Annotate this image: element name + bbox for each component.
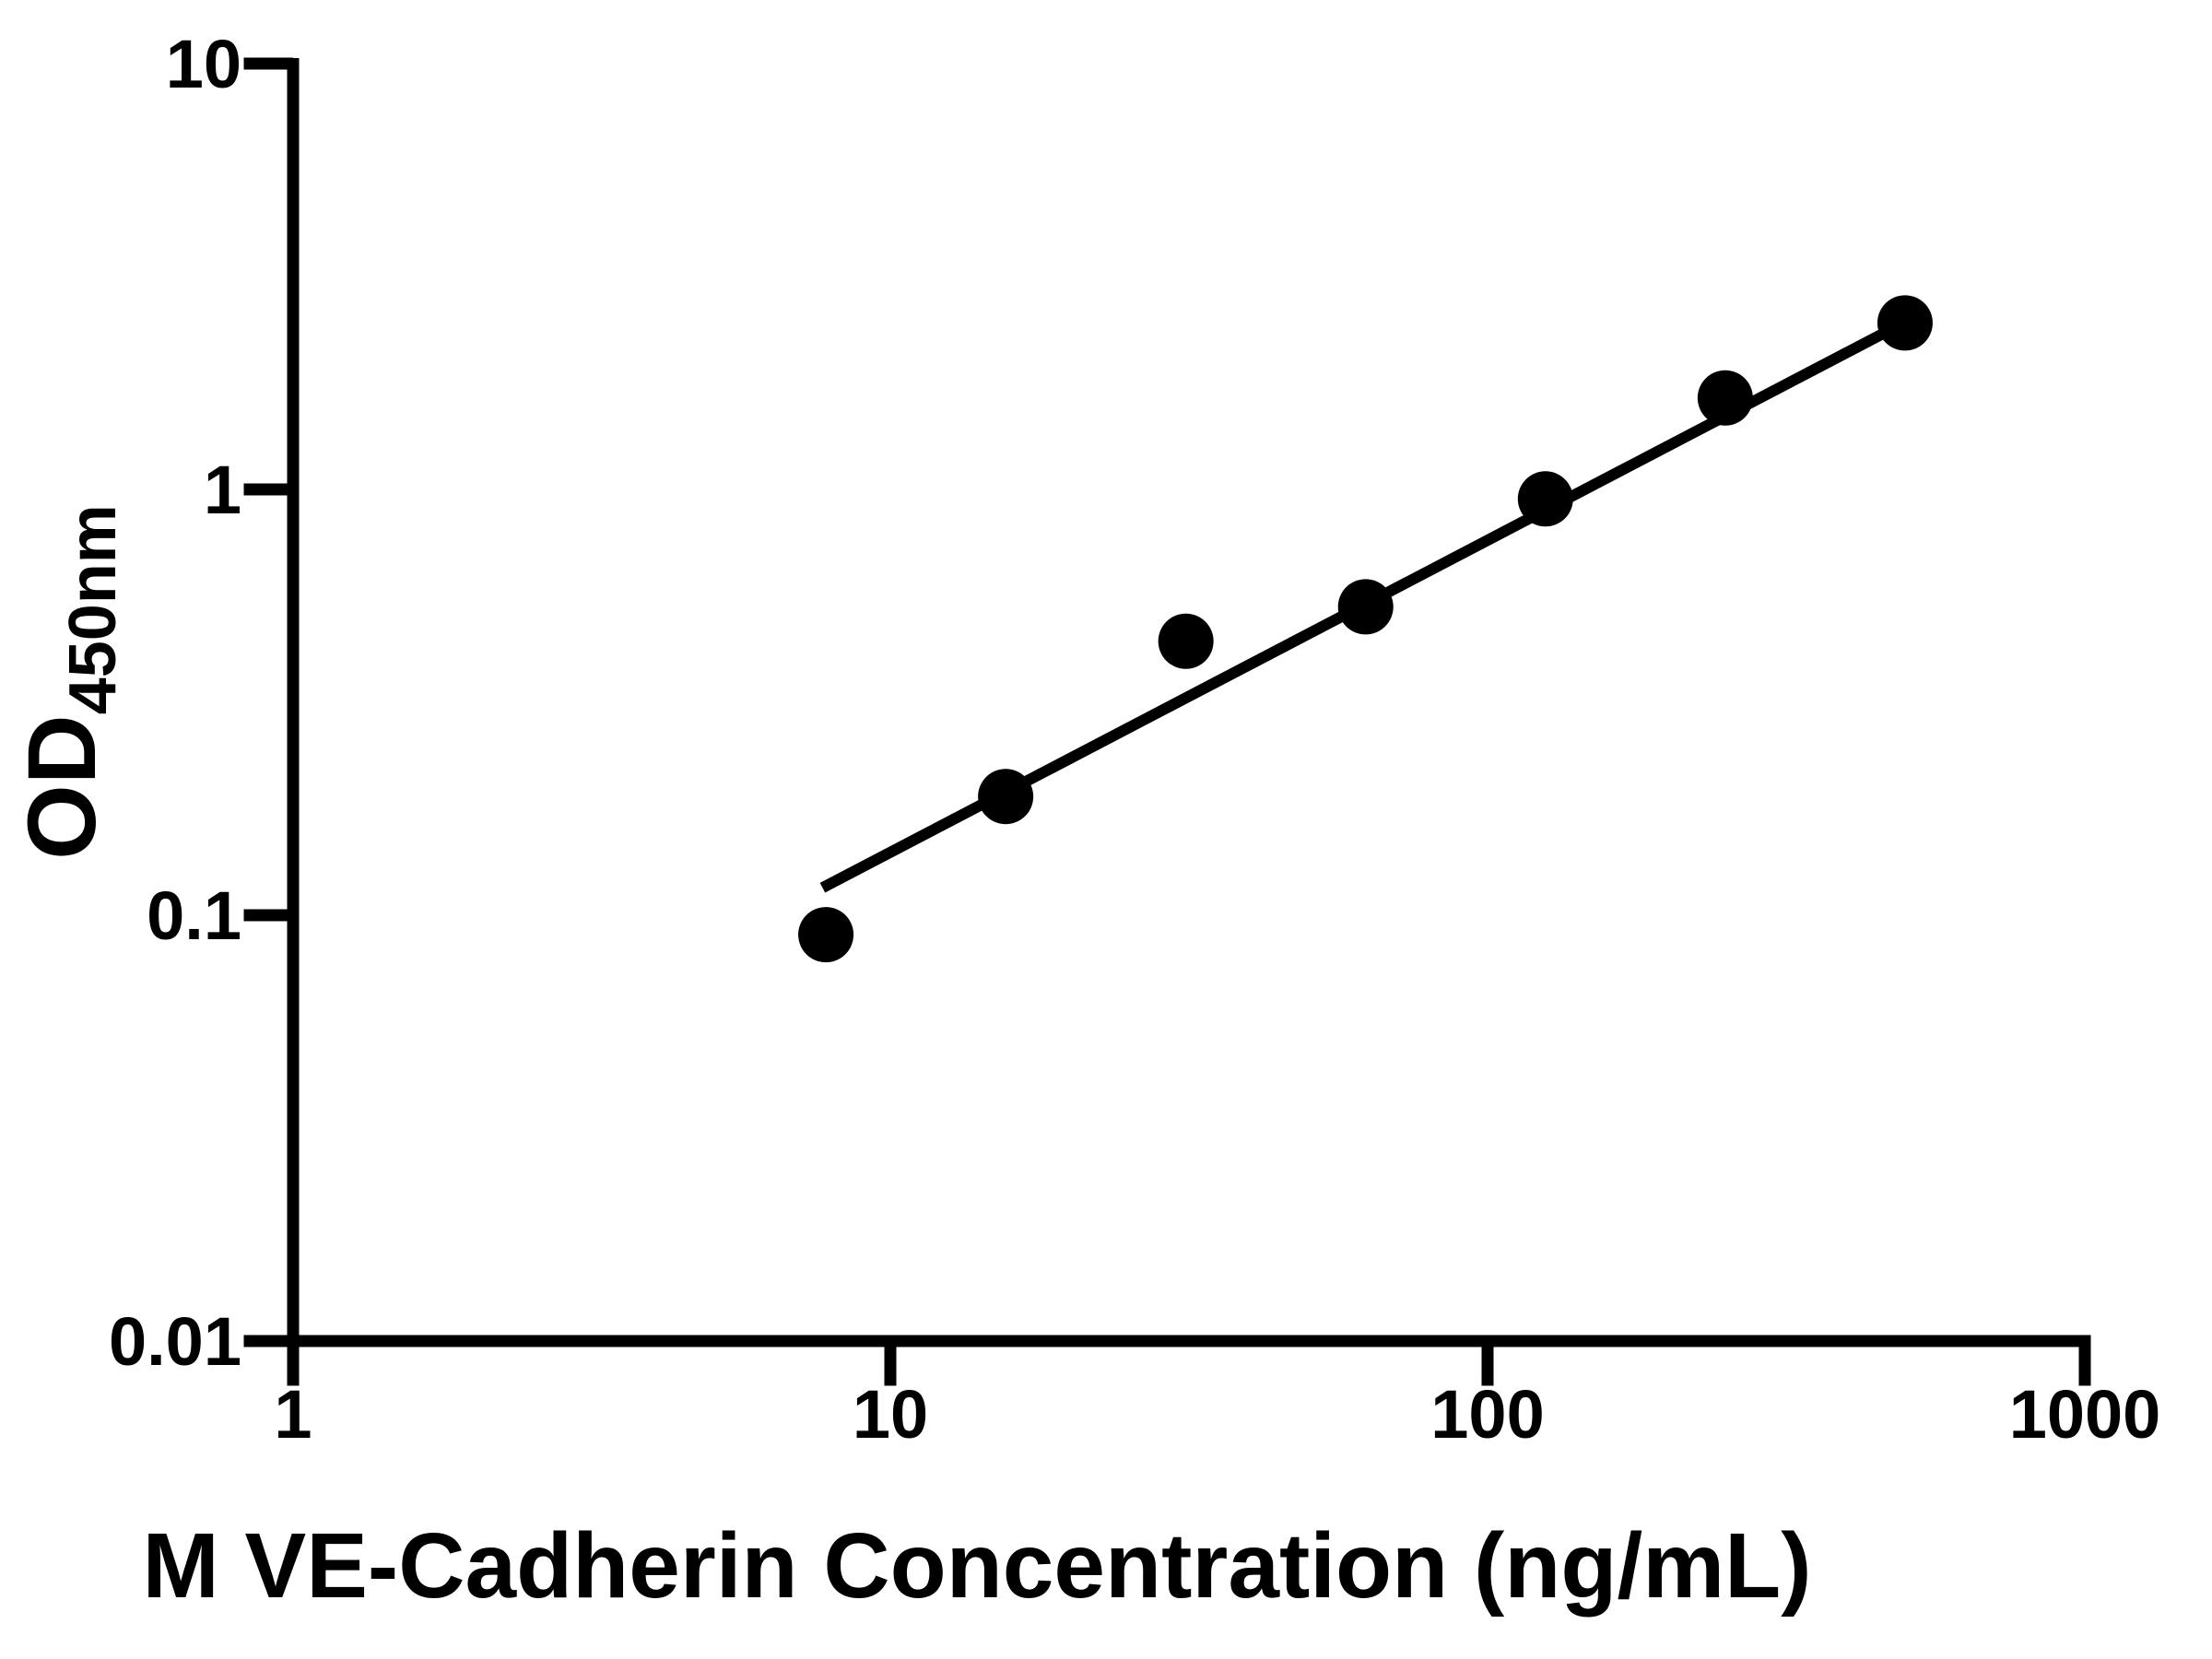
y-axis-title: OD450nm xyxy=(8,504,130,860)
y-axis-title-main: OD xyxy=(8,714,116,860)
y-tick-label: 10 xyxy=(166,26,241,102)
x-tick-label: 1 xyxy=(274,1376,312,1453)
x-tick-label: 10 xyxy=(853,1376,928,1453)
data-point xyxy=(1517,471,1573,527)
y-axis-ticks xyxy=(243,57,293,1347)
y-axis-title-subscript: 450nm xyxy=(56,504,130,714)
y-tick-label: 1 xyxy=(204,452,241,528)
x-axis-ticks xyxy=(287,1341,2091,1386)
x-axis-title: M VE-Cadherin Concentration (ng/mL) xyxy=(142,1514,1811,1618)
x-tick-label: 100 xyxy=(1430,1376,1544,1453)
data-point xyxy=(1697,370,1753,426)
y-tick-label: 0.01 xyxy=(109,1303,241,1380)
data-point xyxy=(798,907,854,963)
data-point xyxy=(1158,613,1214,669)
x-axis-tick-labels: 1 10 100 1000 xyxy=(274,1376,2160,1453)
data-points xyxy=(798,295,1933,963)
y-axis-tick-labels: 0.01 0.1 1 10 xyxy=(109,26,241,1380)
y-tick-label: 0.1 xyxy=(147,877,241,954)
data-point xyxy=(1877,295,1933,351)
data-point xyxy=(1337,579,1394,635)
x-tick-label: 1000 xyxy=(2009,1376,2161,1453)
data-point xyxy=(978,769,1034,825)
axes xyxy=(287,58,2091,1347)
